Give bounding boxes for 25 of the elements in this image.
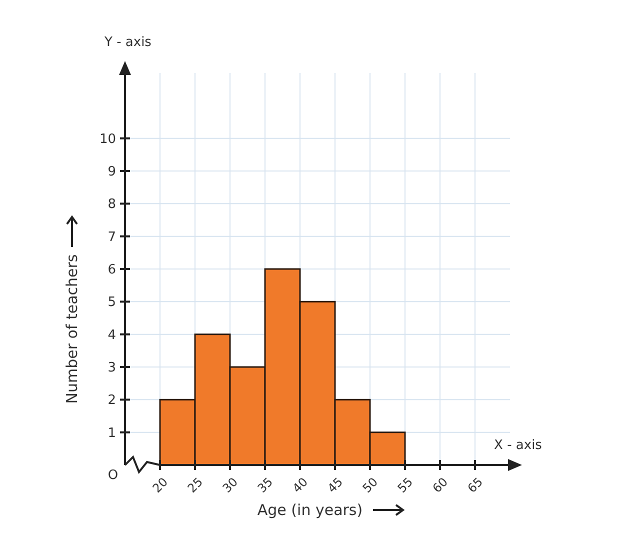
y-tick-label: 7 bbox=[108, 230, 116, 245]
text: Y - axis bbox=[104, 35, 152, 50]
x-tick-label: 50 bbox=[360, 474, 380, 496]
y-tick-label: 1 bbox=[108, 426, 116, 441]
x-tick-label: 60 bbox=[430, 474, 450, 496]
x-tick-label: 55 bbox=[394, 474, 416, 496]
x-tick-label: 30 bbox=[220, 474, 240, 496]
y-tick-label: 6 bbox=[108, 262, 116, 278]
annotation: X - axis bbox=[494, 438, 542, 453]
y-tick-label: 8 bbox=[108, 197, 116, 212]
x-tick-label: 45 bbox=[324, 474, 346, 496]
x-tick-label: 35 bbox=[254, 474, 276, 496]
text: O bbox=[108, 468, 118, 483]
y-axis-title: Number of teachers bbox=[63, 254, 81, 404]
x-tick-label: 40 bbox=[290, 474, 310, 496]
y-tick-label: 3 bbox=[108, 360, 116, 376]
x-tick-label: 25 bbox=[184, 474, 206, 496]
y-tick-label: 9 bbox=[108, 164, 116, 180]
y-tick-label: 5 bbox=[108, 295, 116, 310]
y-tick-label: 2 bbox=[108, 393, 116, 408]
y-tick-label: 10 bbox=[99, 132, 116, 147]
x-axis-title: Age (in years) bbox=[257, 501, 363, 519]
x-tick-label: 65 bbox=[464, 474, 486, 496]
x-tick-label: 20 bbox=[150, 474, 170, 496]
y-tick-label: 4 bbox=[108, 328, 116, 343]
